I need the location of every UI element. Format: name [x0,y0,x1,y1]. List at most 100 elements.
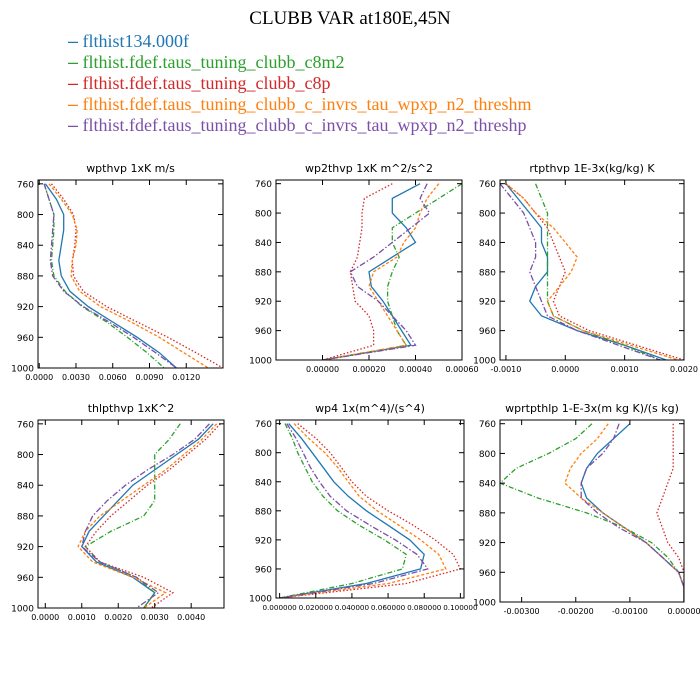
chart-panel-4: thlpthvp 1xK^276080084088092096010000.00… [11,402,225,622]
x-tick-label: 0.0010 [68,613,96,622]
x-tick-label: 0.0090 [135,373,163,382]
y-tick-label: 840 [17,242,34,252]
y-tick-label: 960 [479,327,496,337]
chart-panel-2: wp2thvp 1xK m^2/s^2 760 800 840 880 920 960 100… [249,162,478,374]
x-tick-label: 0.0000 [25,373,53,382]
legend-label: flthist.fdef.taus_tuning_clubb_c_invrs_t… [82,94,532,114]
series-line-5 [580,423,684,602]
series-line-1 [81,423,214,608]
series-line-3 [84,423,221,608]
panel-title: wp2thvp 1xK m^2/s^2 [305,162,433,175]
series-line-3 [505,183,684,360]
y-tick-label: 800 [479,210,496,220]
x-tick-label: 0.040000 [335,603,370,612]
y-tick-label: 760 [479,180,496,190]
plot-frame [275,419,465,599]
legend-swatch: – [68,52,79,72]
chart-panel-1: wpthvp 1xK m/s76080084088092096010000.00… [11,162,224,382]
plot-frame [499,419,685,603]
x-tick-label: 0.000000 [262,603,297,612]
y-tick-label: 760 [17,180,34,190]
panel-title: thlpthvp 1xK^2 [88,402,175,415]
x-tick-label: 0.00000 [306,365,339,374]
y-tick-label: 880 [17,512,34,522]
series-line-5 [500,183,661,360]
series-line-1 [322,183,421,360]
y-tick-label: 920 [479,539,496,549]
x-tick-label: 0.100000 [443,603,478,612]
series-line-2 [84,423,181,608]
y-tick-label: 840 [479,239,496,249]
series-line-3 [50,183,223,368]
legend-item-5: – flthist.fdef.taus_tuning_clubb_c_invrs… [68,115,531,136]
y-tick-label: 760 [255,420,272,430]
legend-item-3: – flthist.fdef.taus_tuning_clubb_c8p [68,73,531,94]
series-line-2 [534,183,661,360]
plot-frame [499,179,685,361]
x-tick-label: 0.020000 [299,603,334,612]
y-tick-label: 800 [17,211,34,221]
x-tick-label: 0.0030 [141,613,169,622]
y-tick-label: 960 [17,574,34,584]
series-line-5 [43,183,177,368]
x-tick-label: 0.080000 [407,603,442,612]
series-line-4 [279,423,447,598]
x-tick-label: 0.060000 [371,603,406,612]
x-tick-label: 0.00000 [667,607,700,616]
series-line-5 [279,423,429,598]
series-line-1 [44,183,177,368]
x-tick-label: 0.0020 [104,613,132,622]
chart-panel-5: wp4 1x(m^4)/(s^4)76080084088092096010000… [249,402,478,612]
series-line-1 [279,423,425,598]
x-tick-label: 0.0060 [99,373,127,382]
series-line-5 [322,183,431,360]
series-line-4 [564,423,684,602]
y-tick-label: 800 [17,451,34,461]
chart-panel-6: wprtpthlp 1-E-3x(m kg K)/(s kg) 760 800 840… [473,402,700,616]
plot-frame [275,179,463,361]
y-tick-label: 800 [479,450,496,460]
legend-item-2: – flthist.fdef.taus_tuning_clubb_c8m2 [68,52,531,73]
panel-title: wpthvp 1xK m/s [86,162,175,175]
legend-label: flthist.fdef.taus_tuning_clubb_c_invrs_t… [82,115,527,135]
series-line-3 [656,423,684,602]
y-tick-label: 920 [17,543,34,553]
x-tick-label: 0.00060 [445,365,478,374]
chart-panel-3: rtpthvp 1E-3x(kg/kg) K 760 800 840 880 920 960… [473,162,698,374]
series-line-4 [48,183,209,368]
y-tick-label: 960 [17,334,34,344]
y-tick-label: 760 [255,180,272,190]
y-tick-label: 880 [17,272,34,282]
y-tick-label: 800 [255,449,272,459]
y-tick-label: 840 [255,239,272,249]
x-tick-label: 0.0000 [551,365,579,374]
y-tick-label: 920 [479,298,496,308]
plot-frame [37,419,225,609]
y-tick-label: 800 [255,210,272,220]
page-title: CLUBB VAR at180E,45N [249,8,451,29]
legend-swatch: – [68,94,79,114]
series-line-4 [77,423,218,608]
y-tick-label: 920 [255,536,272,546]
y-tick-label: 960 [479,569,496,579]
panel-title: wprtpthlp 1-E-3x(m kg K)/(s kg) [505,402,679,415]
plot-frame [37,179,224,369]
y-tick-label: 880 [255,268,272,278]
y-tick-label: 1000 [11,365,34,375]
legend: – flthist134.000f – flthist.fdef.taus_tu… [68,31,531,136]
y-tick-label: 880 [479,268,496,278]
legend-item-1: – flthist134.000f [68,31,531,52]
x-tick-label: 0.00040 [399,365,432,374]
series-line-2 [279,423,407,598]
x-tick-label: 0.0000 [31,613,59,622]
legend-label: flthist.fdef.taus_tuning_clubb_c8p [82,73,331,93]
series-line-4 [505,183,679,360]
y-tick-label: 1000 [249,595,272,605]
y-tick-label: 840 [17,482,34,492]
y-tick-label: 840 [479,480,496,490]
legend-label: flthist.fdef.taus_tuning_clubb_c8m2 [82,52,345,72]
series-line-3 [322,183,393,360]
x-tick-label: 0.00020 [352,365,385,374]
legend-swatch: – [68,73,79,93]
y-tick-label: 1000 [473,357,496,367]
